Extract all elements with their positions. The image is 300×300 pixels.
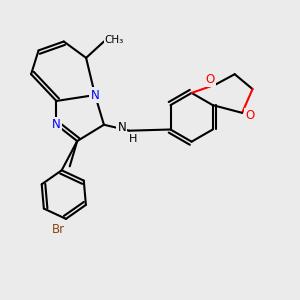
Text: Br: Br [52, 223, 65, 236]
Text: N: N [91, 88, 99, 101]
Text: N: N [52, 118, 61, 131]
Text: O: O [245, 109, 254, 122]
Text: O: O [206, 73, 215, 86]
Text: N: N [117, 121, 126, 134]
Text: H: H [129, 134, 137, 144]
Text: CH₃: CH₃ [105, 35, 124, 45]
